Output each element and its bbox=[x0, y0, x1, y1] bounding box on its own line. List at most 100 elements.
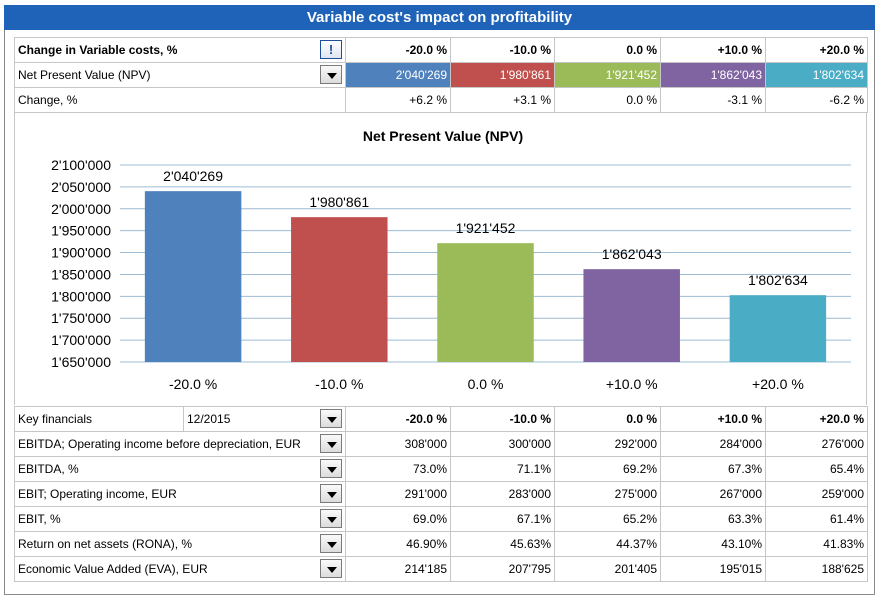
financials-row: EBIT, % 69.0% 67.1% 65.2% 63.3% 61.4% bbox=[14, 506, 868, 532]
bar-data-label: 1'862'043 bbox=[602, 246, 662, 262]
scenario-header: -20.0 % bbox=[345, 406, 451, 432]
chevron-down-icon[interactable] bbox=[320, 484, 342, 503]
metric-select-label: EBIT; Operating income, EUR bbox=[18, 487, 177, 501]
financials-value: 73.0% bbox=[345, 456, 451, 482]
change-value: +6.2 % bbox=[345, 87, 451, 113]
financials-row: Return on net assets (RONA), % 46.90% 45.6… bbox=[14, 531, 868, 557]
financials-row: EBIT; Operating income, EUR 291'000 283'00… bbox=[14, 481, 868, 507]
period-select-cell: 12/2015 bbox=[183, 406, 346, 432]
financials-value: 71.1% bbox=[450, 456, 555, 482]
change-value: +3.1 % bbox=[450, 87, 555, 113]
scenario-table: Change in Variable costs, % ! -20.0 % -1… bbox=[14, 37, 868, 113]
chevron-down-icon[interactable] bbox=[320, 65, 342, 84]
chart-title: Net Present Value (NPV) bbox=[363, 128, 523, 144]
financials-value: 65.4% bbox=[765, 456, 868, 482]
chevron-down-icon[interactable] bbox=[320, 409, 342, 428]
npv-bar bbox=[144, 191, 242, 362]
financials-row: Economic Value Added (EVA), EUR 214'185 20… bbox=[14, 556, 868, 582]
financials-value: 188'625 bbox=[765, 556, 868, 582]
scenario-header: +10.0 % bbox=[660, 406, 766, 432]
financials-value: 45.63% bbox=[450, 531, 555, 557]
x-tick-label: +10.0 % bbox=[606, 376, 658, 392]
scenario-header-label: Change in Variable costs, % bbox=[18, 43, 178, 57]
financials-value: 267'000 bbox=[660, 481, 766, 507]
scenario-header: +10.0 % bbox=[660, 37, 766, 63]
financials-value: 61.4% bbox=[765, 506, 868, 532]
chevron-down-icon[interactable] bbox=[320, 559, 342, 578]
npv-chart-area: Net Present Value (NPV) 1'650'000 1'700'0… bbox=[14, 113, 867, 405]
y-tick-label: 1'900'000 bbox=[51, 245, 111, 261]
financials-table: Key financials 12/2015 -20.0 % -10.0 % 0… bbox=[14, 406, 868, 582]
y-tick-label: 1'650'000 bbox=[51, 354, 111, 370]
x-tick-label: -10.0 % bbox=[315, 376, 363, 392]
chevron-down-icon[interactable] bbox=[320, 459, 342, 478]
metric-select-label: EBIT, % bbox=[18, 512, 61, 526]
financials-value: 284'000 bbox=[660, 431, 766, 457]
scenario-header: +20.0 % bbox=[765, 406, 868, 432]
scenario-header: 0.0 % bbox=[554, 406, 661, 432]
metric-select-cell: EBITDA; Operating income before deprecia… bbox=[14, 431, 346, 457]
scenario-header: 0.0 % bbox=[554, 37, 661, 63]
chevron-down-icon[interactable] bbox=[320, 534, 342, 553]
financials-value: 308'000 bbox=[345, 431, 451, 457]
financials-value: 63.3% bbox=[660, 506, 766, 532]
npv-select-cell: Net Present Value (NPV) bbox=[14, 62, 346, 88]
npv-value: 1'862'043 bbox=[660, 62, 766, 88]
npv-bar bbox=[437, 243, 534, 362]
scenario-header-cell: Change in Variable costs, % ! bbox=[14, 37, 346, 63]
financials-value: 259'000 bbox=[765, 481, 868, 507]
financials-value: 291'000 bbox=[345, 481, 451, 507]
change-label: Change, % bbox=[14, 87, 346, 113]
metric-select-label: EBITDA; Operating income before deprecia… bbox=[18, 437, 301, 451]
chevron-down-icon[interactable] bbox=[320, 434, 342, 453]
financials-header-label: Key financials bbox=[14, 406, 184, 432]
bar-data-label: 1'802'634 bbox=[748, 272, 808, 288]
financials-value: 276'000 bbox=[765, 431, 868, 457]
npv-value: 2'040'269 bbox=[345, 62, 451, 88]
chevron-down-icon[interactable] bbox=[320, 509, 342, 528]
period-select-value: 12/2015 bbox=[187, 412, 231, 426]
financials-value: 283'000 bbox=[450, 481, 555, 507]
y-tick-label: 2'050'000 bbox=[51, 179, 111, 195]
financials-value: 69.2% bbox=[554, 456, 661, 482]
npv-bar bbox=[729, 295, 827, 362]
npv-row: Net Present Value (NPV) 2'040'269 1'980'… bbox=[14, 62, 868, 88]
metric-select-cell: EBITDA, % bbox=[14, 456, 346, 482]
y-tick-label: 2'100'000 bbox=[51, 157, 111, 173]
bar-data-label: 2'040'269 bbox=[163, 168, 223, 184]
y-tick-label: 1'800'000 bbox=[51, 288, 111, 304]
npv-select-label: Net Present Value (NPV) bbox=[18, 68, 151, 82]
change-value: -3.1 % bbox=[660, 87, 766, 113]
metric-select-label: EBITDA, % bbox=[18, 462, 79, 476]
metric-select-cell: EBIT; Operating income, EUR bbox=[14, 481, 346, 507]
metric-select-label: Economic Value Added (EVA), EUR bbox=[18, 562, 208, 576]
change-row: Change, % +6.2 % +3.1 % 0.0 % -3.1 % -6.… bbox=[14, 87, 868, 113]
npv-value: 1'921'452 bbox=[554, 62, 661, 88]
change-value: -6.2 % bbox=[765, 87, 868, 113]
financials-value: 195'015 bbox=[660, 556, 766, 582]
y-tick-label: 1'950'000 bbox=[51, 223, 111, 239]
y-tick-label: 1'850'000 bbox=[51, 266, 111, 282]
financials-row: EBITDA; Operating income before deprecia… bbox=[14, 431, 868, 457]
financials-value: 41.83% bbox=[765, 531, 868, 557]
report-title: Variable cost's impact on profitability bbox=[4, 5, 875, 30]
npv-bar bbox=[583, 269, 680, 362]
financials-value: 46.90% bbox=[345, 531, 451, 557]
metric-select-label: Return on net assets (RONA), % bbox=[18, 537, 193, 551]
financials-value: 214'185 bbox=[345, 556, 451, 582]
bar-data-label: 1'980'861 bbox=[309, 194, 369, 210]
x-tick-label: 0.0 % bbox=[468, 376, 504, 392]
npv-bar bbox=[291, 217, 388, 362]
npv-bar-chart: Net Present Value (NPV) 1'650'000 1'700'0… bbox=[51, 128, 851, 392]
financials-value: 69.0% bbox=[345, 506, 451, 532]
info-icon[interactable]: ! bbox=[320, 40, 342, 59]
financials-value: 292'000 bbox=[554, 431, 661, 457]
y-tick-label: 2'000'000 bbox=[51, 201, 111, 217]
scenario-header: -10.0 % bbox=[450, 406, 555, 432]
financials-header-row: Key financials 12/2015 -20.0 % -10.0 % 0… bbox=[14, 406, 868, 432]
financials-value: 201'405 bbox=[554, 556, 661, 582]
financials-row: EBITDA, % 73.0% 71.1% 69.2% 67.3% 65.4% bbox=[14, 456, 868, 482]
scenario-header: -10.0 % bbox=[450, 37, 555, 63]
bar-data-label: 1'921'452 bbox=[456, 220, 516, 236]
npv-value: 1'802'634 bbox=[765, 62, 868, 88]
